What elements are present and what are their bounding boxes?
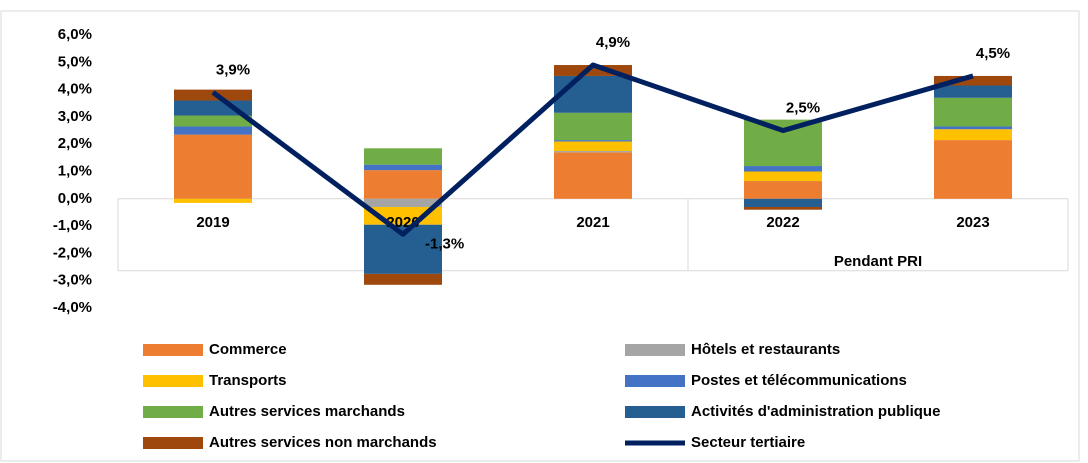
bar-segment [174, 198, 252, 203]
y-tick-label: -4,0% [53, 299, 92, 316]
legend-swatch [143, 406, 203, 418]
y-tick-label: 4,0% [58, 81, 92, 98]
legend-swatch [625, 344, 685, 356]
y-tick-label: 0,0% [58, 190, 92, 207]
legend-label: Transports [209, 372, 287, 389]
bar-segment [744, 119, 822, 167]
legend-swatch [625, 375, 685, 387]
chart-frame [0, 10, 1080, 462]
bar-segment [934, 129, 1012, 141]
bar-segment [934, 97, 1012, 127]
bar-segment [744, 171, 822, 182]
bar-segment [554, 65, 632, 76]
y-tick-label: -1,0% [53, 217, 92, 234]
legend-label: Activités d'administration publique [691, 403, 940, 420]
y-tick-label: 1,0% [58, 162, 92, 179]
bar-segment [554, 151, 632, 153]
bar-segment [364, 198, 442, 207]
data-label: -1,3% [425, 235, 464, 252]
line-series [211, 62, 974, 237]
bar-segment [554, 152, 632, 199]
legend-swatch [143, 437, 203, 449]
bar-segment [554, 140, 632, 142]
y-tick-label: 6,0% [58, 26, 92, 43]
x-tick-label: 2022 [766, 214, 799, 231]
data-label: 4,9% [596, 34, 630, 51]
x-tick-label: 2023 [956, 214, 989, 231]
bar-segment [934, 75, 1012, 86]
bar-segment [744, 206, 822, 210]
bar-segment [744, 181, 822, 199]
legend-label: Postes et télécommunications [691, 372, 907, 389]
x-tick-label: 2021 [576, 214, 609, 231]
bar-segment [554, 75, 632, 113]
bar-segment [364, 170, 442, 199]
bar-segment [364, 164, 442, 171]
y-tick-label: 5,0% [58, 53, 92, 70]
data-label: 4,5% [976, 45, 1010, 62]
bar-segment [174, 134, 252, 199]
y-tick-label: -2,0% [53, 244, 92, 261]
legend-swatch [143, 344, 203, 356]
data-label: 2,5% [786, 100, 820, 117]
legend-label: Autres services non marchands [209, 434, 437, 451]
bar-segment [364, 148, 442, 165]
bar-segment [174, 115, 252, 127]
legend-label: Hôtels et restaurants [691, 341, 840, 358]
bar-segment [744, 166, 822, 172]
y-tick-label: 2,0% [58, 135, 92, 152]
legend-label: Autres services marchands [209, 403, 405, 420]
x-tick-label: 2019 [196, 214, 229, 231]
y-tick-label: 3,0% [58, 108, 92, 125]
legend-swatch [625, 406, 685, 418]
y-tick-label: -3,0% [53, 272, 92, 289]
legend-swatch [143, 375, 203, 387]
group-label: Pendant PRI [834, 253, 922, 270]
bar-segment [934, 85, 1012, 98]
bar-segment [364, 273, 442, 285]
bar-segment [934, 140, 1012, 199]
bar-segment [554, 141, 632, 152]
bar-segment [554, 112, 632, 141]
data-label: 3,9% [216, 61, 250, 78]
legend-label: Commerce [209, 341, 287, 358]
bar-segment [744, 198, 822, 207]
bar-segment [174, 126, 252, 135]
legend-label: Secteur tertiaire [691, 434, 805, 451]
bar-segment [934, 126, 1012, 130]
